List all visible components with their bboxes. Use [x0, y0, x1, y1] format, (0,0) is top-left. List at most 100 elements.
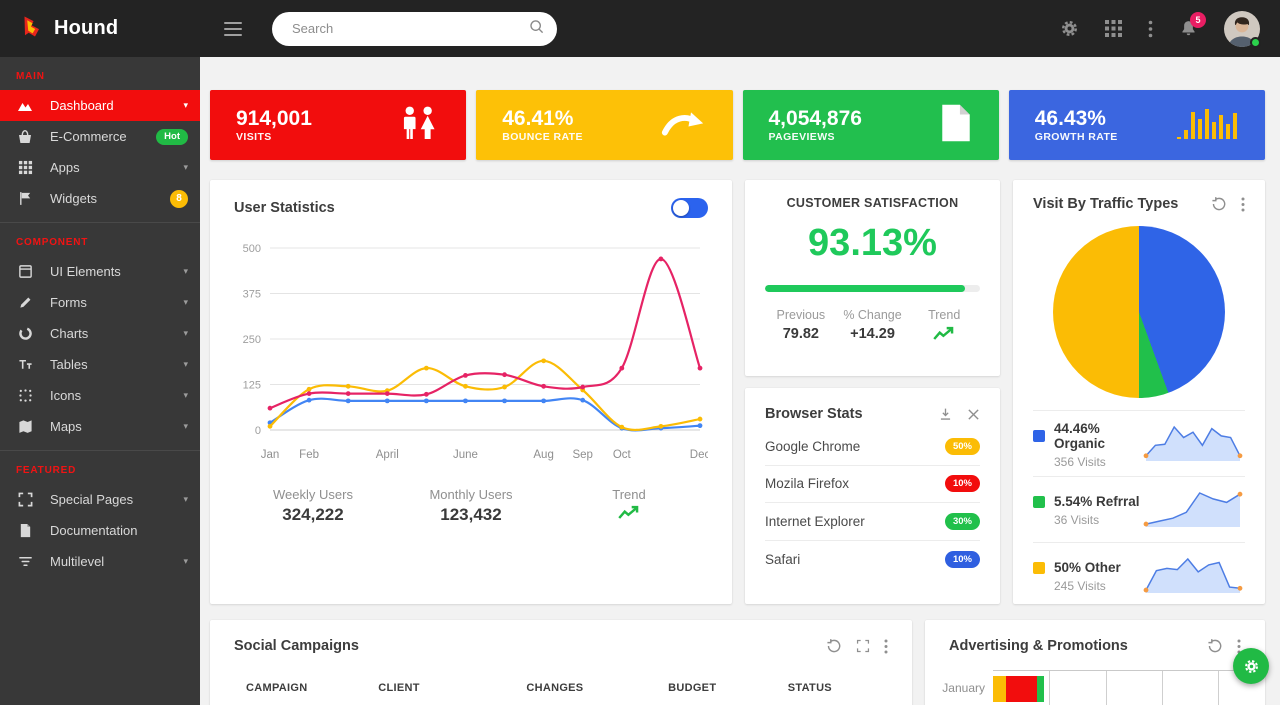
user-statistics-card: User Statistics 0125250375500JanFebApril…: [210, 180, 732, 604]
advertising-chart: January: [937, 670, 1249, 705]
legend-color-swatch: [1033, 562, 1045, 574]
traffic-legend-item-50-other: 50% Other245 Visits: [1033, 542, 1245, 604]
browser-name: Mozila Firefox: [765, 476, 849, 491]
sidebar-item-icons[interactable]: Icons▾: [0, 380, 200, 411]
chevron-down-icon: ▾: [183, 390, 188, 401]
people-icon: [398, 106, 440, 145]
multilevel-icon: [16, 554, 34, 569]
sparkline-wrap: [1141, 419, 1245, 470]
refresh-icon[interactable]: [1207, 638, 1223, 654]
sidebar-item-documentation[interactable]: Documentation: [0, 515, 200, 546]
search-box[interactable]: [272, 12, 557, 46]
settings-gear-icon[interactable]: [1060, 19, 1079, 38]
sidebar-item-label: UI Elements: [50, 264, 183, 279]
sidebar-section-label: FEATURED: [0, 451, 200, 484]
footer-stat-trend: Trend: [550, 487, 708, 525]
sidebar-item-label: E-Commerce: [50, 129, 156, 144]
chevron-down-icon: ▾: [183, 328, 188, 339]
advertising-bar-row: [993, 671, 1249, 705]
sidebar-badge: 8: [170, 190, 188, 208]
footer-stat-weekly-users: Weekly Users324,222: [234, 487, 392, 525]
social-campaigns-card: Social Campaigns CAMPAIGNCLIENTCHANGESBU…: [210, 620, 912, 705]
browser-share-badge: 30%: [945, 513, 980, 530]
sidebar-item-maps[interactable]: Maps▾: [0, 411, 200, 442]
chevron-down-icon: ▾: [183, 162, 188, 173]
stat-card-pageviews: 4,054,876PAGEVIEWS: [743, 90, 999, 160]
traffic-types-card: Visit By Traffic Types 44.46% Organic356…: [1013, 180, 1265, 604]
user-avatar[interactable]: [1224, 11, 1260, 47]
stat-text: 914,001VISITS: [236, 107, 312, 143]
legend-title: 44.46% Organic: [1033, 421, 1141, 451]
social-campaigns-title: Social Campaigns: [234, 638, 826, 654]
search-input[interactable]: [290, 20, 528, 37]
notifications-bell-icon[interactable]: 5: [1179, 19, 1198, 38]
chart-toggle-switch[interactable]: [671, 198, 708, 218]
trend-up-icon: [908, 326, 980, 345]
close-icon[interactable]: [967, 408, 980, 421]
sidebar-item-label: Special Pages: [50, 492, 183, 507]
stat-value: 4,054,876: [769, 107, 862, 131]
advertising-card: Advertising & Promotions January: [925, 620, 1265, 705]
sidebar-item-multilevel[interactable]: Multilevel▾: [0, 546, 200, 577]
user-statistics-title: User Statistics: [234, 200, 671, 216]
refresh-icon[interactable]: [1211, 196, 1227, 212]
chevron-down-icon: ▾: [183, 556, 188, 567]
footer-stat-label: Trend: [550, 487, 708, 502]
svg-text:375: 375: [243, 289, 261, 301]
sidebar-item-forms[interactable]: Forms▾: [0, 287, 200, 318]
satisfaction-progress-fill: [765, 285, 965, 292]
growth-bars-icon: [1177, 106, 1239, 145]
stat-card-growth-rate: 46.43%GROWTH RATE: [1009, 90, 1265, 160]
legend-title: 5.54% Refrral: [1033, 494, 1141, 509]
footer-stat-label: Monthly Users: [392, 487, 550, 502]
advertising-title: Advertising & Promotions: [949, 638, 1207, 654]
sidebar-item-charts[interactable]: Charts▾: [0, 318, 200, 349]
svg-text:125: 125: [243, 380, 261, 392]
sidebar-section-featured: FEATUREDSpecial Pages▾DocumentationMulti…: [0, 450, 200, 585]
sidebar-item-widgets[interactable]: Widgets8: [0, 183, 200, 214]
legend-text: 50% Other245 Visits: [1033, 560, 1141, 593]
stat-text: 4,054,876PAGEVIEWS: [769, 107, 862, 143]
search-icon[interactable]: [528, 18, 545, 40]
browser-stats-card: Browser Stats Google Chrome50%Mozila Fir…: [745, 388, 1000, 604]
more-options-kebab-icon[interactable]: [1148, 20, 1153, 38]
sidebar-item-ui-elements[interactable]: UI Elements▾: [0, 256, 200, 287]
footer-stat-value: 324,222: [234, 505, 392, 525]
menu-toggle-button[interactable]: [218, 16, 248, 42]
user-statistics-line-chart: 0125250375500JanFebAprilJuneAugSepOctDec: [234, 232, 708, 468]
stat-value: 46.41%: [502, 107, 583, 131]
sidebar-badge: Hot: [156, 129, 188, 145]
browser-stats-rows: Google Chrome50%Mozila Firefox10%Interne…: [765, 428, 980, 578]
icons-icon: [16, 388, 34, 403]
svg-text:Jan: Jan: [261, 449, 280, 461]
special-pages-icon: [16, 492, 34, 507]
traffic-sparkline: [1141, 485, 1245, 531]
expand-icon[interactable]: [856, 639, 870, 653]
svg-text:Aug: Aug: [533, 449, 553, 461]
svg-text:500: 500: [243, 243, 261, 255]
svg-text:250: 250: [243, 334, 261, 346]
sidebar-item-dashboard[interactable]: Dashboard▾: [0, 90, 200, 121]
hound-logo-icon: [20, 14, 44, 43]
sidebar-item-apps[interactable]: Apps▾: [0, 152, 200, 183]
refresh-icon[interactable]: [826, 638, 842, 654]
sidebar-item-label: Charts: [50, 326, 183, 341]
card-menu-kebab-icon[interactable]: [1241, 197, 1245, 212]
sidebar-item-label: Apps: [50, 160, 183, 175]
sidebar-item-tables[interactable]: Tables▾: [0, 349, 200, 380]
settings-fab-button[interactable]: [1233, 648, 1269, 684]
sidebar-item-special-pages[interactable]: Special Pages▾: [0, 484, 200, 515]
sidebar-item-label: Documentation: [50, 523, 188, 538]
stat-value: 914,001: [236, 107, 312, 131]
satisfaction-stats: Previous79.82% Change+14.29Trend: [765, 308, 980, 345]
card-menu-kebab-icon[interactable]: [884, 639, 888, 654]
brand[interactable]: Hound: [0, 14, 200, 43]
sidebar-item-label: Dashboard: [50, 98, 183, 113]
satisfaction-stat-label: Previous: [765, 308, 837, 322]
sidebar-item-e-commerce[interactable]: E-CommerceHot: [0, 121, 200, 152]
download-icon[interactable]: [938, 407, 953, 422]
stat-label: VISITS: [236, 131, 312, 143]
brand-name: Hound: [54, 17, 118, 40]
apps-grid-icon[interactable]: [1105, 20, 1122, 37]
browser-name: Google Chrome: [765, 439, 860, 454]
